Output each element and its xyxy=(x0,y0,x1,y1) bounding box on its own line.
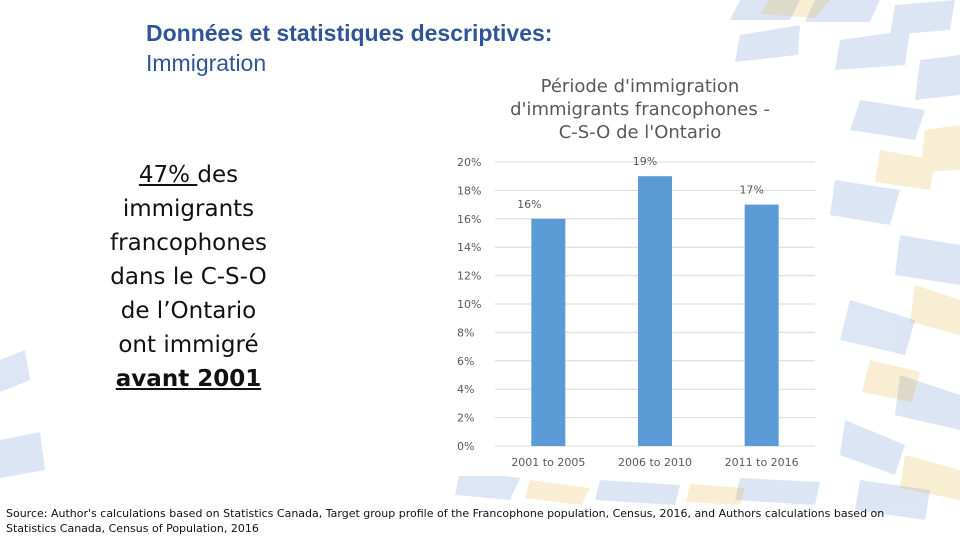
y-tick-label: 12% xyxy=(457,270,481,283)
y-tick-label: 2% xyxy=(457,412,474,425)
bar xyxy=(744,204,779,446)
y-tick-label: 14% xyxy=(457,241,481,254)
y-tick-label: 10% xyxy=(457,298,481,311)
slide-subtitle: Immigration xyxy=(146,50,267,76)
y-axis-tick-labels: 0% 2% 4% 6% 8% 10% 12% 14% 16% 18% 20% xyxy=(457,156,481,453)
x-tick-label: 2001 to 2005 xyxy=(511,456,585,469)
y-tick-label: 18% xyxy=(457,184,481,197)
key-statistic-text-5: de l’Ontario xyxy=(120,298,257,324)
chart-data-labels: 16% 19% 17% xyxy=(517,155,764,211)
y-tick-label: 0% xyxy=(457,440,474,453)
key-statistic-text-4: dans le C-S-O xyxy=(110,264,267,290)
y-tick-label: 16% xyxy=(457,213,481,226)
x-tick-label: 2006 to 2010 xyxy=(618,456,692,469)
bar-data-label: 19% xyxy=(633,155,657,168)
chart-title-line: C-S-O de l'Ontario xyxy=(559,122,722,143)
slide-title: Données et statistiques descriptives: xyxy=(146,20,553,46)
chart-bars xyxy=(531,176,779,446)
bar-data-label: 17% xyxy=(739,184,763,197)
bar xyxy=(531,218,566,446)
chart-title-line: d'immigrants francophones - xyxy=(510,99,770,120)
x-tick-label: 2011 to 2016 xyxy=(725,456,799,469)
key-statistic-line-1: 47% des xyxy=(86,158,291,192)
bar-data-label: 16% xyxy=(517,198,541,211)
chart-title-line: Période d'immigration xyxy=(541,76,740,97)
y-tick-label: 4% xyxy=(457,383,474,396)
slide-header: Données et statistiques descriptives: Im… xyxy=(146,18,552,78)
source-note: Source: Author's calculations based on S… xyxy=(6,507,885,535)
x-axis-tick-labels: 2001 to 2005 2006 to 2010 2011 to 2016 xyxy=(511,456,798,469)
key-statistic-text-2: immigrants xyxy=(122,196,255,222)
bar xyxy=(638,176,672,446)
y-tick-label: 6% xyxy=(457,355,474,368)
y-tick-label: 8% xyxy=(457,326,474,339)
key-percent: 47% xyxy=(138,162,198,188)
key-statistic-text-6: ont immigré xyxy=(118,332,259,358)
key-statistic: 47% des immigrants francophones dans le … xyxy=(86,158,291,396)
key-statistic-text-3: francophones xyxy=(110,230,267,256)
y-tick-label: 20% xyxy=(457,156,481,169)
key-period: avant 2001 xyxy=(115,366,262,392)
key-statistic-text-1: des xyxy=(197,162,239,188)
